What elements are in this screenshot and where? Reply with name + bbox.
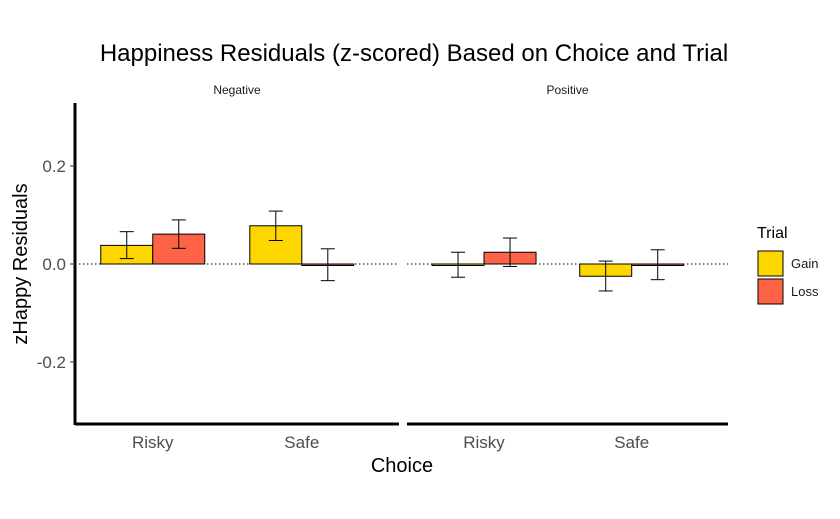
x-axis-label: Choice xyxy=(371,455,433,477)
panel-negative: Negative Risky Safe xyxy=(75,83,399,452)
x-tick-label: Risky xyxy=(463,433,505,452)
x-tick-label: Safe xyxy=(284,433,319,452)
y-axis-label: zHappy Residuals xyxy=(10,183,32,344)
legend-swatch-loss xyxy=(757,278,784,305)
y-tick-label: 0.2 xyxy=(42,157,66,176)
panel-strip-label: Positive xyxy=(546,83,588,97)
legend-swatch-gain xyxy=(757,250,784,277)
y-axis: -0.2 0.0 0.2 xyxy=(37,103,77,425)
y-tick-label: -0.2 xyxy=(37,353,66,372)
chart-panels: Negative Risky Safe Positive Risky Safe xyxy=(75,83,728,452)
chart-title: Happiness Residuals (z-scored) Based on … xyxy=(100,40,728,67)
legend-title: Trial xyxy=(757,225,788,242)
x-tick-label: Safe xyxy=(614,433,649,452)
x-tick-label: Risky xyxy=(132,433,174,452)
legend-label-gain: Gain xyxy=(791,256,818,271)
panel-positive: Positive Risky Safe xyxy=(407,83,728,452)
legend-label-loss: Loss xyxy=(791,284,819,299)
panel-strip-label: Negative xyxy=(213,83,261,97)
legend: Trial Gain Loss xyxy=(757,225,819,305)
y-tick-label: 0.0 xyxy=(42,255,66,274)
